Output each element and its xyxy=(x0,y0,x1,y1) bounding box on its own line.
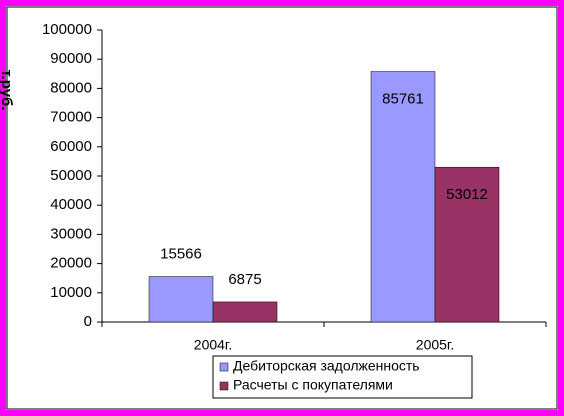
bar xyxy=(212,301,278,323)
y-tick-label: 0 xyxy=(84,313,92,330)
inner-frame xyxy=(6,6,558,410)
data-label: 53012 xyxy=(446,186,488,203)
y-tick-label: 100000 xyxy=(42,21,92,38)
y-tick-label: 80000 xyxy=(50,79,92,96)
y-tick-label: 90000 xyxy=(50,50,92,67)
legend-swatch xyxy=(219,362,229,372)
y-tick-label: 30000 xyxy=(50,225,92,242)
y-tick-label: 40000 xyxy=(50,196,92,213)
data-label: 15566 xyxy=(160,246,202,263)
legend xyxy=(212,355,473,399)
y-axis-label: т.руб. xyxy=(0,70,15,111)
y-tick-label: 60000 xyxy=(50,138,92,155)
y-tick-label: 50000 xyxy=(50,167,92,184)
y-tick-label: 20000 xyxy=(50,255,92,272)
data-label: 6875 xyxy=(228,271,261,288)
legend-swatch xyxy=(219,381,229,391)
y-tick-label: 70000 xyxy=(50,109,92,126)
bar xyxy=(370,71,436,323)
bar xyxy=(434,166,500,323)
y-tick-label: 10000 xyxy=(50,284,92,301)
bar xyxy=(148,276,214,323)
data-label: 85761 xyxy=(382,91,424,108)
legend-label: Дебиторская задолженность xyxy=(233,358,420,374)
x-tick-label: 2005г. xyxy=(416,337,454,353)
legend-label: Расчеты с покупателями xyxy=(233,377,393,393)
x-tick-label: 2004г. xyxy=(194,337,232,353)
